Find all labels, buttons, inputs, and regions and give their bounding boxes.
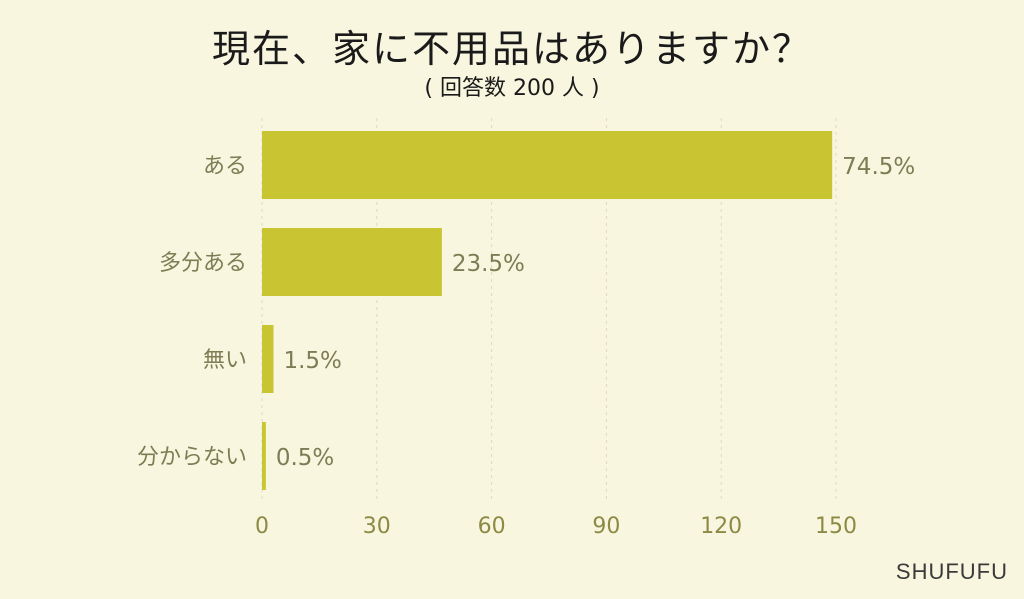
bar [262,422,266,490]
brand-logo-text: SHUFUFU [895,559,1008,584]
category-label: 多分ある [159,251,247,276]
bar [262,228,442,296]
bar [262,325,274,393]
chart-title: 現在、家に不用品はありますか？ [211,27,812,71]
x-tick-label: 150 [815,514,857,539]
chart-subtitle: ( 回答数 200 人 ) [424,76,600,101]
data-label: 0.5% [276,445,334,471]
category-label: 無い [203,348,247,373]
category-label: 分からない [137,445,247,470]
x-tick-label: 120 [700,514,742,539]
bar [262,131,833,199]
data-label: 23.5% [452,251,525,277]
category-label: ある [203,154,247,179]
x-tick-label: 30 [363,514,391,539]
data-label: 1.5% [283,348,341,374]
x-tick-label: 60 [478,514,506,539]
data-label: 74.5% [842,154,915,180]
x-tick-label: 0 [255,514,269,539]
x-tick-label: 90 [592,514,620,539]
